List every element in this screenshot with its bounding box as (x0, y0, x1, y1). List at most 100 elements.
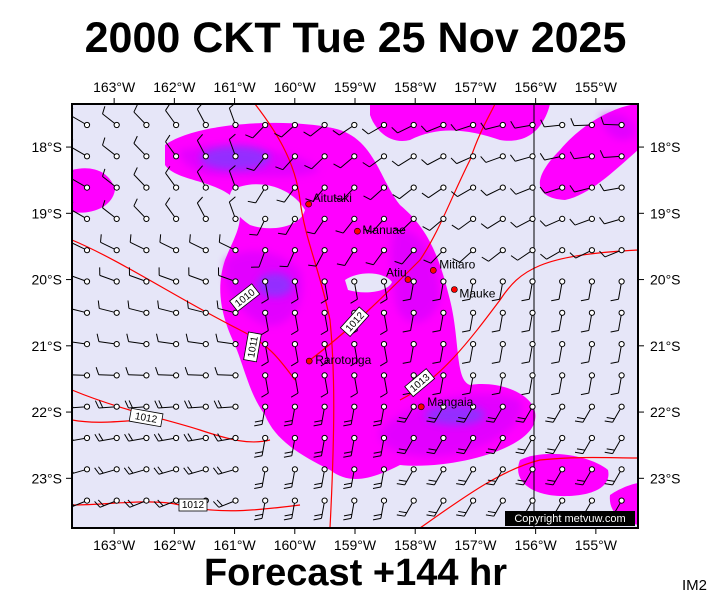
wind-barb (539, 215, 566, 227)
wind-barb (521, 341, 536, 364)
wind-barb (402, 309, 417, 333)
wind-barb (574, 466, 596, 486)
wind-barb (610, 278, 625, 302)
dry-holes (229, 184, 392, 293)
copyright-text: Copyright metvuw.com (514, 513, 625, 525)
wind-barb (214, 367, 239, 379)
wind-barb (72, 372, 91, 379)
wind-barb (218, 234, 239, 254)
place-label: Mauke (459, 287, 495, 301)
wind-barb (249, 215, 269, 236)
wind-barb (123, 466, 150, 475)
wind-barb (261, 372, 269, 398)
wind-barb (246, 153, 269, 171)
wind-barb (491, 309, 506, 333)
wind-barb (421, 153, 447, 166)
wind-barb (94, 497, 120, 508)
wind-barb (432, 278, 447, 302)
lat-label-left: 18°S (31, 139, 62, 155)
wind-barb (333, 153, 358, 169)
lon-label-bottom: 161°W (213, 537, 256, 553)
place-label: Manuae (362, 223, 406, 237)
town-dot (451, 286, 458, 293)
wind-barb (216, 300, 239, 316)
lon-label-top: 161°W (213, 79, 256, 95)
wind-barb (247, 184, 269, 204)
wind-barb (188, 267, 209, 285)
wind-barb (481, 247, 506, 262)
wind-barb (462, 309, 477, 333)
lat-label-right: 20°S (650, 272, 681, 288)
wind-barb (396, 434, 417, 455)
wind-barb (480, 184, 506, 196)
town-dot (305, 200, 312, 208)
wind-barb (574, 434, 596, 455)
place-mangaia: Mangaia (417, 395, 474, 411)
place-atiu: Atiu (386, 266, 412, 283)
wind-barb (364, 215, 388, 233)
lat-label-left: 21°S (31, 338, 62, 354)
wind-barb (379, 341, 388, 367)
wind-barb (545, 466, 566, 486)
wind-barb (94, 433, 120, 442)
wind-barb (261, 278, 269, 304)
wind-barb (283, 403, 298, 427)
wind-barb (350, 341, 358, 367)
wind-barb (462, 278, 477, 302)
wind-barb (313, 434, 328, 458)
wind-barb (515, 466, 536, 486)
wind-barb (396, 497, 417, 517)
wind-barb (153, 433, 180, 442)
wind-barb (165, 197, 180, 222)
town-dot (417, 403, 425, 411)
wind-barb (133, 167, 150, 191)
isobar-label-1012-west: 1012 (134, 411, 158, 426)
lon-label-bottom: 158°W (394, 537, 437, 553)
lat-label-right: 19°S (650, 205, 681, 221)
lon-label-top: 156°W (515, 79, 558, 95)
wind-barb (94, 400, 120, 410)
wind-barb (277, 215, 298, 235)
wind-barb (313, 466, 328, 490)
town-dot (305, 357, 313, 365)
wind-barb (391, 121, 417, 134)
wind-barb (275, 153, 298, 171)
wind-barb (510, 215, 536, 228)
wind-barb (350, 278, 358, 304)
wind-barb (456, 403, 477, 423)
wind-barb (402, 278, 417, 302)
wind-barb (426, 466, 447, 486)
longitude-labels-bottom: 163°W 162°W 161°W 160°W 159°W 158°W 157°W 156°W… (93, 528, 618, 553)
wind-barb (183, 433, 209, 442)
wind-barb (261, 341, 269, 367)
wind-barb (372, 403, 388, 427)
wind-barb (332, 121, 358, 136)
wind-barb (569, 215, 596, 226)
wind-barb (510, 247, 536, 261)
latitude-labels-left: 18°S 19°S 20°S 21°S 22°S 23°S (31, 139, 72, 486)
wind-barb (189, 234, 209, 254)
wind-barb (539, 184, 566, 194)
wind-barbs (72, 104, 625, 521)
wind-barb (100, 234, 120, 254)
lon-label-top: 163°W (93, 79, 136, 95)
wind-barb (196, 196, 209, 222)
wind-barb (604, 466, 625, 486)
wind-barb (96, 333, 120, 348)
wind-barb (396, 466, 417, 486)
wind-barb (450, 184, 477, 198)
wind-barb (343, 434, 358, 458)
lon-label-top: 160°W (274, 79, 317, 95)
lat-label-right: 18°S (650, 139, 681, 155)
wind-barb (102, 200, 120, 222)
wind-barb (521, 309, 536, 333)
wind-barb (303, 121, 328, 137)
wind-barb (510, 120, 536, 129)
wind-barb (228, 104, 239, 129)
wind-barb (540, 119, 566, 129)
wind-barb (228, 133, 239, 160)
place-manuae: Manuae (354, 223, 406, 237)
wind-barb (133, 198, 150, 222)
wind-barb (570, 118, 596, 129)
wind-barb (185, 333, 209, 348)
